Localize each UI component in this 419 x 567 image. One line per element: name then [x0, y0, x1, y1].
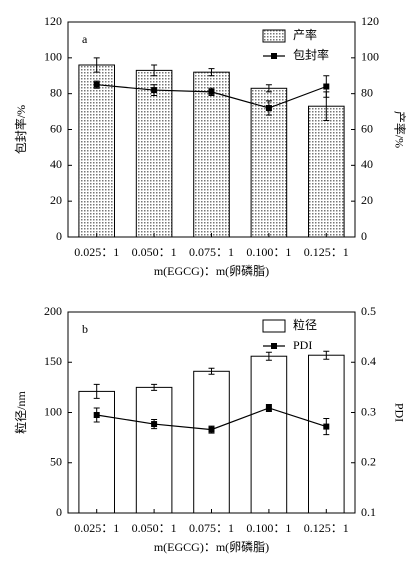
bar — [308, 105, 345, 238]
y-tick-label: 0 — [56, 505, 62, 519]
legend-label: 包封率 — [293, 47, 329, 62]
marker — [323, 423, 330, 430]
error-bar — [151, 64, 158, 77]
y2-axis-title: 产率/% — [392, 111, 407, 148]
error-bar — [265, 351, 272, 361]
y2-tick-label: 0.4 — [361, 354, 376, 368]
x-tick-label: 0.100：1 — [246, 245, 291, 259]
y2-tick-label: 0.5 — [361, 304, 376, 318]
error-bar — [208, 68, 215, 77]
bar — [193, 71, 230, 238]
y-tick-label: 0 — [56, 229, 62, 243]
legend-label: PDI — [293, 338, 312, 352]
marker — [265, 105, 272, 111]
panel-label: a — [82, 32, 88, 46]
y2-tick-label: 0 — [361, 229, 367, 243]
legend-swatch — [262, 319, 286, 333]
legend-marker — [271, 53, 277, 59]
y-tick-label: 100 — [44, 50, 62, 64]
y2-tick-label: 40 — [361, 157, 373, 171]
bar — [193, 370, 230, 514]
error-bar — [323, 350, 330, 360]
y-tick-label: 40 — [50, 157, 62, 171]
bar — [135, 386, 173, 514]
error-bar — [265, 84, 272, 93]
y2-tick-label: 0.1 — [361, 505, 376, 519]
x-tick-label: 0.125：1 — [304, 245, 349, 259]
marker — [323, 83, 330, 90]
marker — [265, 404, 272, 411]
y2-tick-label: 20 — [361, 193, 373, 207]
legend-label: 粒径 — [293, 317, 317, 332]
y2-tick-label: 120 — [361, 14, 379, 28]
y2-tick-label: 0.3 — [361, 404, 376, 418]
marker — [93, 81, 100, 88]
y-axis-title: 粒径/nm — [13, 391, 28, 434]
x-axis-title: m(EGCG)：m(卵磷脂) — [154, 263, 269, 278]
marker — [151, 87, 158, 94]
y2-axis-title: PDI — [392, 403, 406, 422]
y-tick-label: 150 — [44, 354, 62, 368]
y-tick-label: 20 — [50, 193, 62, 207]
x-tick-label: 0.125：1 — [304, 521, 349, 535]
x-tick-label: 0.050：1 — [132, 245, 177, 259]
bar — [78, 64, 115, 238]
x-axis-title: m(EGCG)：m(卵磷脂) — [154, 539, 269, 554]
y2-tick-label: 0.2 — [361, 455, 376, 469]
panel-label: b — [82, 322, 88, 336]
y-tick-label: 50 — [50, 455, 62, 469]
error-bar — [208, 367, 215, 375]
y-tick-label: 60 — [50, 121, 62, 135]
y-tick-label: 100 — [44, 404, 62, 418]
y-tick-label: 120 — [44, 14, 62, 28]
y2-tick-label: 80 — [361, 85, 373, 99]
x-tick-label: 0.025：1 — [74, 245, 119, 259]
x-tick-label: 0.100：1 — [246, 521, 291, 535]
marker — [93, 412, 100, 419]
legend-swatch — [262, 29, 286, 43]
x-tick-label: 0.050：1 — [132, 521, 177, 535]
bar — [135, 69, 173, 238]
x-tick-label: 0.075：1 — [189, 245, 234, 259]
y-tick-label: 200 — [44, 304, 62, 318]
y-axis-title: 包封率/% — [13, 105, 28, 154]
legend-label: 产率 — [293, 27, 317, 42]
y2-tick-label: 60 — [361, 121, 373, 135]
error-bar — [151, 383, 158, 391]
error-bar — [93, 383, 100, 399]
marker — [151, 421, 158, 428]
y-tick-label: 80 — [50, 85, 62, 99]
x-tick-label: 0.025：1 — [74, 521, 119, 535]
y2-tick-label: 100 — [361, 50, 379, 64]
error-bar — [93, 57, 100, 73]
bar — [250, 355, 288, 514]
marker — [208, 88, 215, 95]
legend-marker — [271, 343, 277, 349]
marker — [208, 426, 215, 433]
x-tick-label: 0.075：1 — [189, 521, 234, 535]
